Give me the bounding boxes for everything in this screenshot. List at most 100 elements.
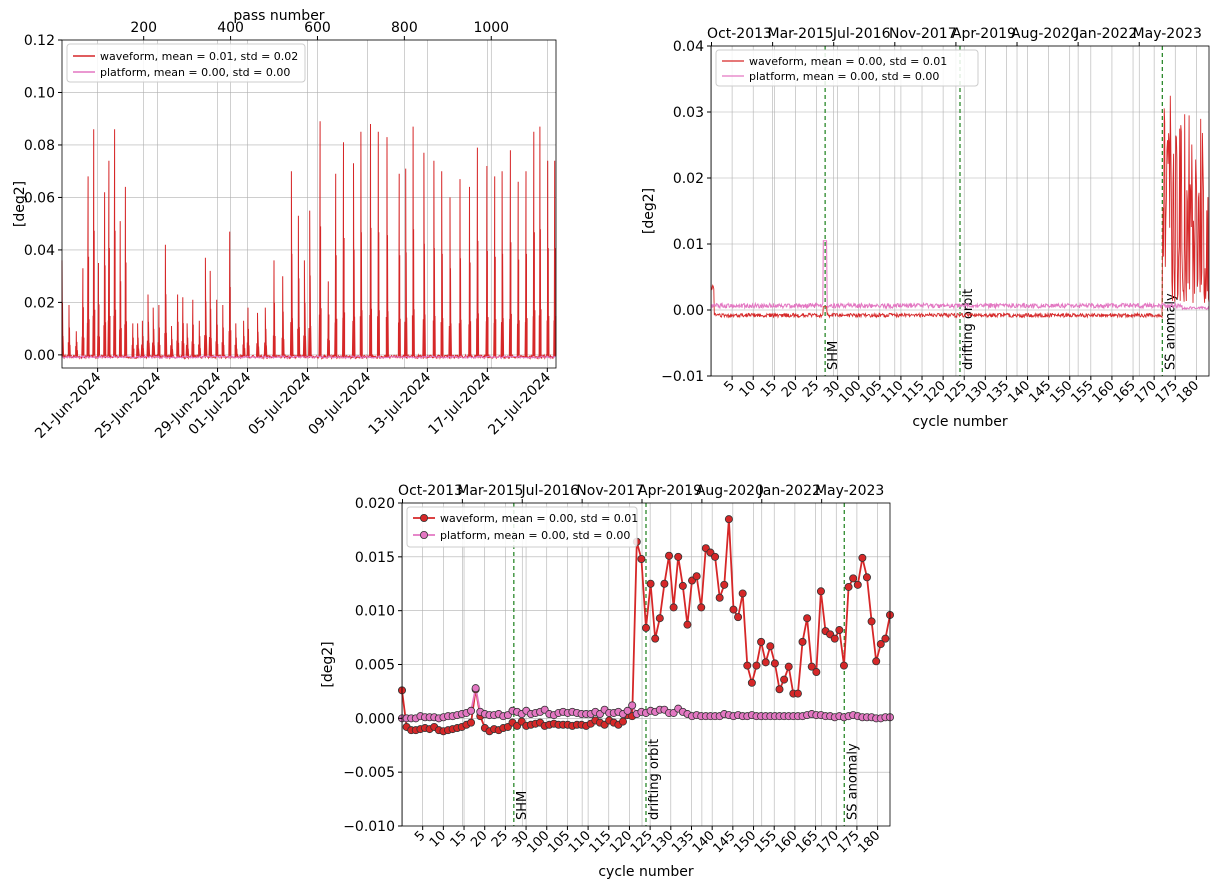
x-tick-label: 20 xyxy=(468,828,490,850)
point-platform xyxy=(628,701,637,710)
series-line-waveform xyxy=(710,95,1210,319)
x-top-tick-label: Mar-2015 xyxy=(768,26,834,42)
point-waveform xyxy=(711,552,720,561)
point-waveform xyxy=(812,668,821,677)
x-tick-label: 20 xyxy=(779,378,801,400)
y-tick-label: 0.020 xyxy=(355,496,395,512)
panel-2: SHM drifting orbit SS anomaly −0.01 0.00 0.01… xyxy=(641,26,1210,430)
x-top-axis-label: pass number xyxy=(233,8,324,24)
point-waveform xyxy=(738,589,747,598)
legend-marker xyxy=(419,531,428,540)
point-waveform xyxy=(867,617,876,626)
series-line-waveform xyxy=(61,121,557,360)
panel-3: SHM drifting orbit SS anomaly −0.010 −0.005 0… xyxy=(320,483,895,880)
y-tick-label: 0.015 xyxy=(355,550,395,566)
point-waveform xyxy=(784,662,793,671)
x-tick-label: 15 xyxy=(448,828,470,850)
point-waveform xyxy=(780,675,789,684)
point-waveform xyxy=(697,603,706,612)
point-waveform xyxy=(872,657,881,666)
y-tick-label: 0.00 xyxy=(673,303,704,319)
point-waveform xyxy=(646,579,655,588)
y-tick-label: 0.03 xyxy=(673,105,704,121)
x-tick-label: 13-Jul-2024 xyxy=(365,369,434,438)
x-top-tick-label: Mar-2015 xyxy=(457,483,523,499)
point-waveform xyxy=(729,605,738,614)
point-waveform xyxy=(803,614,812,623)
point-waveform xyxy=(816,587,825,596)
y-tick-label: −0.010 xyxy=(343,819,395,835)
legend-label: waveform, mean = 0.01, std = 0.02 xyxy=(100,50,298,63)
y-tick-label: 0.02 xyxy=(24,295,55,311)
y-axis-label: [deg2] xyxy=(641,188,657,234)
x-top-tick-label: 600 xyxy=(304,20,331,36)
x-tick-label: 21-Jul-2024 xyxy=(485,369,554,438)
point-waveform xyxy=(660,579,669,588)
y-tick-label: −0.01 xyxy=(661,369,704,385)
point-waveform xyxy=(665,551,674,560)
x-tick-label: 25 xyxy=(800,378,822,400)
point-waveform xyxy=(752,661,761,670)
x-axis-label: cycle number xyxy=(912,414,1008,430)
y-tick-label: 0.00 xyxy=(24,348,55,364)
event-label: drifting orbit xyxy=(647,739,662,820)
point-waveform xyxy=(876,640,885,649)
series-line-platform xyxy=(61,354,556,359)
point-platform xyxy=(623,706,632,715)
y-tick-label: 0.06 xyxy=(24,190,55,206)
x-top-tick-label: Aug-2020 xyxy=(1011,26,1079,42)
point-waveform xyxy=(844,582,853,591)
point-waveform xyxy=(839,661,848,670)
legend-box xyxy=(66,43,306,83)
legend-box xyxy=(715,49,979,87)
x-top-tick-label: 400 xyxy=(217,20,244,36)
point-waveform xyxy=(720,580,729,589)
point-waveform xyxy=(881,634,890,643)
point-waveform xyxy=(793,689,802,698)
legend-label: platform, mean = 0.00, std = 0.00 xyxy=(440,529,630,542)
x-tick-label: 25 xyxy=(489,828,511,850)
point-platform xyxy=(471,684,480,693)
legend-label: platform, mean = 0.00, std = 0.00 xyxy=(749,70,939,83)
point-waveform xyxy=(715,593,724,602)
point-waveform xyxy=(467,718,476,727)
y-tick-label: 0.12 xyxy=(24,33,55,49)
point-waveform xyxy=(637,554,646,563)
x-top-tick-label: Jan-2022 xyxy=(758,483,821,499)
legend: waveform, mean = 0.00, std = 0.01 platfor… xyxy=(715,49,979,87)
x-top-tick-label: May-2023 xyxy=(815,483,884,499)
x-top-tick-label: Oct-2013 xyxy=(398,483,463,499)
x-top-tick-label: 1000 xyxy=(473,20,509,36)
event-label: drifting orbit xyxy=(961,289,976,370)
y-tick-label: 0.000 xyxy=(355,711,395,727)
point-waveform xyxy=(669,603,678,612)
x-top-tick-label: Apr-2019 xyxy=(638,483,702,499)
x-top-tick-label: Oct-2013 xyxy=(707,26,772,42)
point-waveform xyxy=(724,515,733,524)
x-tick-label: 15 xyxy=(758,378,780,400)
point-waveform xyxy=(747,678,756,687)
x-top-tick-label: 200 xyxy=(130,20,157,36)
y-axis-label: [deg2] xyxy=(12,181,28,227)
legend-label: waveform, mean = 0.00, std = 0.01 xyxy=(440,512,638,525)
x-top-tick-label: Aug-2020 xyxy=(696,483,764,499)
point-waveform xyxy=(618,717,627,726)
x-top-tick-label: Nov-2017 xyxy=(576,483,644,499)
point-waveform xyxy=(734,613,743,622)
x-tick-label: 09-Jul-2024 xyxy=(306,369,375,438)
y-tick-label: 0.010 xyxy=(355,604,395,620)
x-tick-label: 180 xyxy=(1174,378,1202,406)
x-tick-label: 17-Jul-2024 xyxy=(425,369,494,438)
y-tick-label: 0.02 xyxy=(673,171,704,187)
point-waveform xyxy=(743,661,752,670)
plot-frame xyxy=(61,39,557,369)
y-tick-label: 0.04 xyxy=(673,39,704,55)
point-waveform xyxy=(798,637,807,646)
point-waveform xyxy=(651,634,660,643)
point-waveform xyxy=(757,637,766,646)
y-tick-label: 0.005 xyxy=(355,658,395,674)
y-tick-label: 0.04 xyxy=(24,243,55,259)
legend-box xyxy=(406,506,638,548)
point-waveform xyxy=(674,552,683,561)
